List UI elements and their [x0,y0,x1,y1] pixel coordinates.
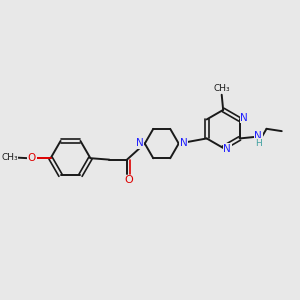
Text: N: N [254,131,262,141]
Text: N: N [136,138,144,148]
Text: N: N [240,113,248,123]
Text: H: H [255,139,262,148]
Text: N: N [180,138,188,148]
Text: CH₃: CH₃ [213,84,230,93]
Text: O: O [124,175,133,185]
Text: N: N [224,143,231,154]
Text: O: O [28,153,36,163]
Text: CH₃: CH₃ [2,153,18,162]
